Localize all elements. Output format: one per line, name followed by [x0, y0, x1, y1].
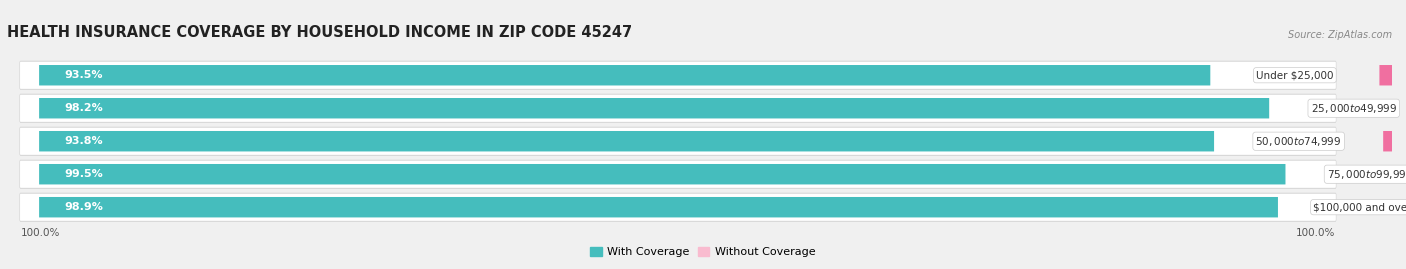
Legend: With Coverage, Without Coverage: With Coverage, Without Coverage [586, 242, 820, 261]
Text: 93.8%: 93.8% [65, 136, 103, 146]
Text: HEALTH INSURANCE COVERAGE BY HOUSEHOLD INCOME IN ZIP CODE 45247: HEALTH INSURANCE COVERAGE BY HOUSEHOLD I… [7, 25, 633, 40]
FancyBboxPatch shape [20, 94, 1336, 122]
FancyBboxPatch shape [20, 160, 1336, 188]
FancyBboxPatch shape [20, 127, 1336, 155]
Text: $100,000 and over: $100,000 and over [1313, 202, 1406, 212]
FancyBboxPatch shape [1384, 131, 1406, 151]
Text: 98.9%: 98.9% [65, 202, 103, 212]
Text: $50,000 to $74,999: $50,000 to $74,999 [1256, 135, 1341, 148]
Text: 99.5%: 99.5% [65, 169, 103, 179]
FancyBboxPatch shape [39, 164, 1285, 185]
FancyBboxPatch shape [39, 197, 1278, 217]
FancyBboxPatch shape [20, 94, 1336, 123]
FancyBboxPatch shape [20, 193, 1336, 222]
Text: Source: ZipAtlas.com: Source: ZipAtlas.com [1288, 30, 1392, 40]
Text: Under $25,000: Under $25,000 [1256, 70, 1334, 80]
FancyBboxPatch shape [39, 131, 1213, 151]
FancyBboxPatch shape [20, 193, 1336, 221]
FancyBboxPatch shape [20, 61, 1336, 90]
FancyBboxPatch shape [39, 98, 1270, 118]
Text: 100.0%: 100.0% [20, 228, 59, 238]
Text: $75,000 to $99,999: $75,000 to $99,999 [1327, 168, 1406, 181]
Text: $25,000 to $49,999: $25,000 to $49,999 [1310, 102, 1398, 115]
FancyBboxPatch shape [20, 61, 1336, 89]
FancyBboxPatch shape [39, 65, 1211, 86]
FancyBboxPatch shape [1379, 65, 1406, 86]
Text: 98.2%: 98.2% [65, 103, 103, 113]
Text: 93.5%: 93.5% [65, 70, 103, 80]
FancyBboxPatch shape [20, 160, 1336, 189]
Text: 100.0%: 100.0% [1296, 228, 1336, 238]
FancyBboxPatch shape [20, 127, 1336, 156]
